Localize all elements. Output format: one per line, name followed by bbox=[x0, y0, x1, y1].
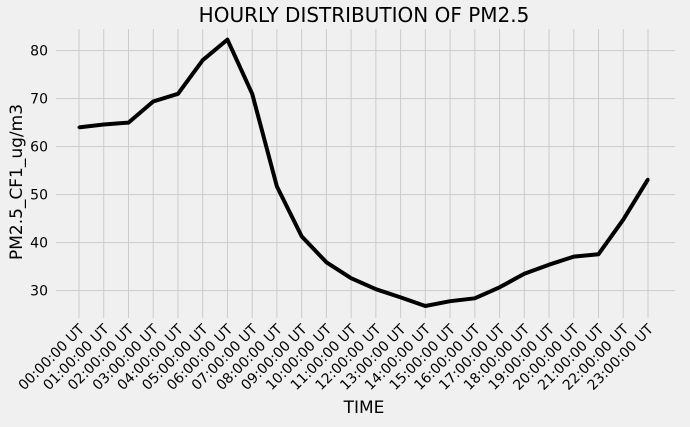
data-point bbox=[176, 92, 180, 96]
data-point bbox=[597, 252, 601, 256]
data-point bbox=[151, 99, 155, 103]
y-tick-label: 80 bbox=[30, 44, 48, 60]
data-point bbox=[77, 125, 81, 129]
y-tick-label: 30 bbox=[30, 284, 48, 300]
data-point bbox=[399, 295, 403, 299]
y-tick-labels: 30 40 50 60 70 80 bbox=[30, 44, 48, 300]
data-point bbox=[250, 92, 254, 96]
series-line bbox=[78, 37, 650, 308]
data-point bbox=[646, 177, 650, 181]
y-tick-label: 60 bbox=[30, 140, 48, 156]
y-tick-label: 40 bbox=[30, 236, 48, 252]
data-point bbox=[423, 304, 427, 308]
data-point bbox=[275, 184, 279, 188]
series-layer bbox=[77, 37, 650, 308]
data-point bbox=[498, 285, 502, 289]
y-axis-label: PM2.5_CF1_ug/m3 bbox=[7, 104, 27, 260]
data-point bbox=[522, 272, 526, 276]
data-point bbox=[201, 58, 205, 62]
data-point bbox=[349, 276, 353, 280]
data-point bbox=[547, 263, 551, 267]
y-tick-label: 50 bbox=[30, 188, 48, 204]
chart-title: HOURLY DISTRIBUTION OF PM2.5 bbox=[199, 3, 530, 27]
data-point bbox=[225, 38, 229, 42]
data-point bbox=[300, 234, 304, 238]
y-tick-label: 70 bbox=[30, 92, 48, 108]
data-point bbox=[374, 287, 378, 291]
data-point bbox=[621, 218, 625, 222]
data-point bbox=[572, 255, 576, 259]
data-point bbox=[473, 296, 477, 300]
data-point bbox=[126, 121, 130, 125]
grid bbox=[56, 29, 675, 318]
x-axis-label: TIME bbox=[343, 398, 385, 418]
data-point bbox=[324, 260, 328, 264]
data-point bbox=[448, 299, 452, 303]
data-point bbox=[102, 123, 106, 127]
